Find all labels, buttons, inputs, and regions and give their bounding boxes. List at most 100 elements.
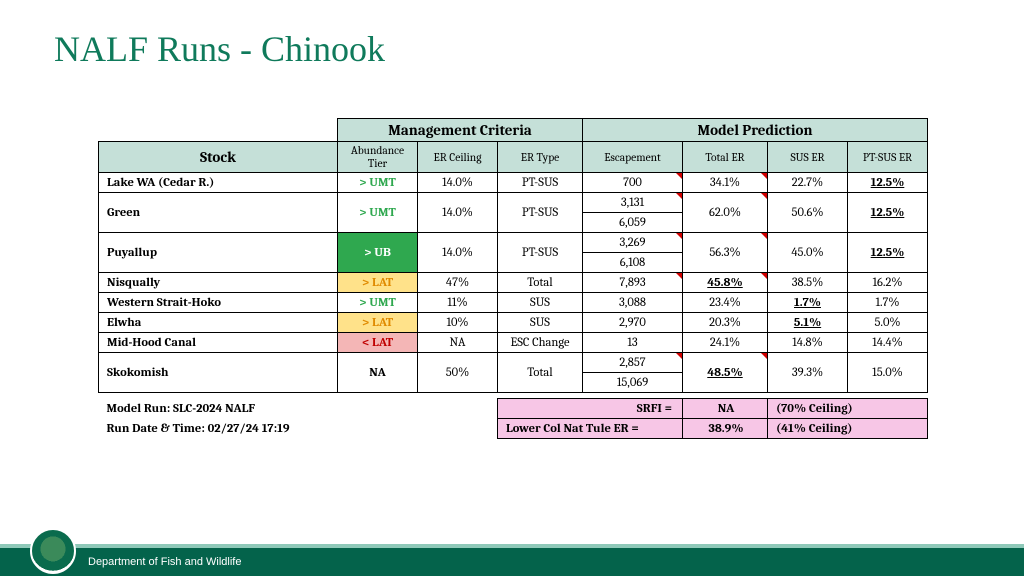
esc-cell: 7,893 — [583, 273, 683, 293]
stock-header: Stock — [99, 142, 338, 173]
table-row: Green> UMT14.0%PT-SUS3,13162.0%50.6%12.5… — [99, 193, 928, 213]
footer-row-1: Model Run: SLC-2024 NALF SRFI = NA (70% … — [99, 399, 928, 419]
stock-cell: Western Strait-Hoko — [99, 293, 338, 313]
type-header: ER Type — [498, 142, 583, 173]
tier-cell: < LAT — [338, 333, 418, 353]
ceiling-cell: 14.0% — [418, 193, 498, 233]
total-cell: 56.3% — [683, 233, 768, 273]
tier-cell: > UMT — [338, 193, 418, 233]
sus-cell: 5.1% — [768, 313, 848, 333]
stock-cell: Skokomish — [99, 353, 338, 393]
dept-label: Department of Fish and Wildlife — [88, 556, 241, 568]
type-cell: SUS — [498, 293, 583, 313]
type-cell: Total — [498, 353, 583, 393]
tier-cell: NA — [338, 353, 418, 393]
run-date-label: Run Date & Time: 02/27/24 17:19 — [99, 419, 498, 439]
lower-label: Lower Col Nat Tule ER = — [498, 419, 683, 439]
ceiling-cell: 50% — [418, 353, 498, 393]
model-run-label: Model Run: SLC-2024 NALF — [99, 399, 498, 419]
type-cell: ESC Change — [498, 333, 583, 353]
sus-cell: 50.6% — [768, 193, 848, 233]
total-cell: 23.4% — [683, 293, 768, 313]
sus-header: SUS ER — [768, 142, 848, 173]
stock-cell: Mid-Hood Canal — [99, 333, 338, 353]
table-row: Puyallup> UB14.0%PT-SUS3,26956.3%45.0%12… — [99, 233, 928, 253]
esc-cell: 3,088 — [583, 293, 683, 313]
stock-cell: Puyallup — [99, 233, 338, 273]
tier-cell: > LAT — [338, 273, 418, 293]
esc-cell: 6,108 — [583, 253, 683, 273]
stock-cell: Lake WA (Cedar R.) — [99, 173, 338, 193]
abundance-header: Abundance Tier — [338, 142, 418, 173]
srfi-val: NA — [683, 399, 768, 419]
ceiling-cell: 10% — [418, 313, 498, 333]
esc-cell: 2,857 — [583, 353, 683, 373]
tier-cell: > LAT — [338, 313, 418, 333]
tier-cell: > UMT — [338, 173, 418, 193]
type-cell: SUS — [498, 313, 583, 333]
stock-cell: Elwha — [99, 313, 338, 333]
ceiling-header: ER Ceiling — [418, 142, 498, 173]
ceiling-cell: 14.0% — [418, 173, 498, 193]
table-row: Elwha> LAT10%SUS2,97020.3%5.1%5.0% — [99, 313, 928, 333]
esc-cell: 13 — [583, 333, 683, 353]
total-cell: 34.1% — [683, 173, 768, 193]
ceiling-cell: 47% — [418, 273, 498, 293]
footer-row-2: Run Date & Time: 02/27/24 17:19 Lower Co… — [99, 419, 928, 439]
model-header: Model Prediction — [583, 119, 928, 142]
stock-cell: Green — [99, 193, 338, 233]
ceiling-cell: 11% — [418, 293, 498, 313]
agency-seal-icon — [30, 528, 76, 574]
esc-header: Escapement — [583, 142, 683, 173]
type-cell: PT-SUS — [498, 173, 583, 193]
lower-val: 38.9% — [683, 419, 768, 439]
type-cell: PT-SUS — [498, 193, 583, 233]
blank-corner — [99, 119, 338, 142]
type-cell: Total — [498, 273, 583, 293]
ptsus-cell: 5.0% — [848, 313, 928, 333]
lower-ceil: (41% Ceiling) — [768, 419, 928, 439]
sus-cell: 14.8% — [768, 333, 848, 353]
sus-cell: 38.5% — [768, 273, 848, 293]
srfi-ceil: (70% Ceiling) — [768, 399, 928, 419]
esc-cell: 700 — [583, 173, 683, 193]
total-cell: 45.8% — [683, 273, 768, 293]
esc-cell: 2,970 — [583, 313, 683, 333]
table-row: Mid-Hood Canal< LATNAESC Change1324.1%14… — [99, 333, 928, 353]
nalf-table: Management Criteria Model Prediction Sto… — [98, 118, 928, 439]
page-title: NALF Runs - Chinook — [54, 28, 385, 70]
table-row: Western Strait-Hoko> UMT11%SUS3,08823.4%… — [99, 293, 928, 313]
stock-cell: Nisqually — [99, 273, 338, 293]
sus-cell: 39.3% — [768, 353, 848, 393]
sus-cell: 1.7% — [768, 293, 848, 313]
sus-cell: 22.7% — [768, 173, 848, 193]
type-cell: PT-SUS — [498, 233, 583, 273]
ptsus-cell: 1.7% — [848, 293, 928, 313]
header-row-2: Stock Abundance Tier ER Ceiling ER Type … — [99, 142, 928, 173]
esc-cell: 3,131 — [583, 193, 683, 213]
data-table-wrap: Management Criteria Model Prediction Sto… — [98, 118, 928, 439]
ptsus-cell: 12.5% — [848, 173, 928, 193]
esc-cell: 3,269 — [583, 233, 683, 253]
total-header: Total ER — [683, 142, 768, 173]
esc-cell: 6,059 — [583, 213, 683, 233]
total-cell: 48.5% — [683, 353, 768, 393]
ceiling-cell: 14.0% — [418, 233, 498, 273]
table-row: Nisqually> LAT47%Total7,89345.8%38.5%16.… — [99, 273, 928, 293]
ptsus-cell: 15.0% — [848, 353, 928, 393]
ceiling-cell: NA — [418, 333, 498, 353]
total-cell: 24.1% — [683, 333, 768, 353]
esc-cell: 15,069 — [583, 373, 683, 393]
ptsus-header: PT-SUS ER — [848, 142, 928, 173]
ptsus-cell: 16.2% — [848, 273, 928, 293]
table-row: SkokomishNA50%Total2,85748.5%39.3%15.0% — [99, 353, 928, 373]
tier-cell: > UB — [338, 233, 418, 273]
sus-cell: 45.0% — [768, 233, 848, 273]
ptsus-cell: 12.5% — [848, 193, 928, 233]
header-row-1: Management Criteria Model Prediction — [99, 119, 928, 142]
ptsus-cell: 12.5% — [848, 233, 928, 273]
ptsus-cell: 14.4% — [848, 333, 928, 353]
srfi-label: SRFI = — [498, 399, 683, 419]
tier-cell: > UMT — [338, 293, 418, 313]
total-cell: 20.3% — [683, 313, 768, 333]
